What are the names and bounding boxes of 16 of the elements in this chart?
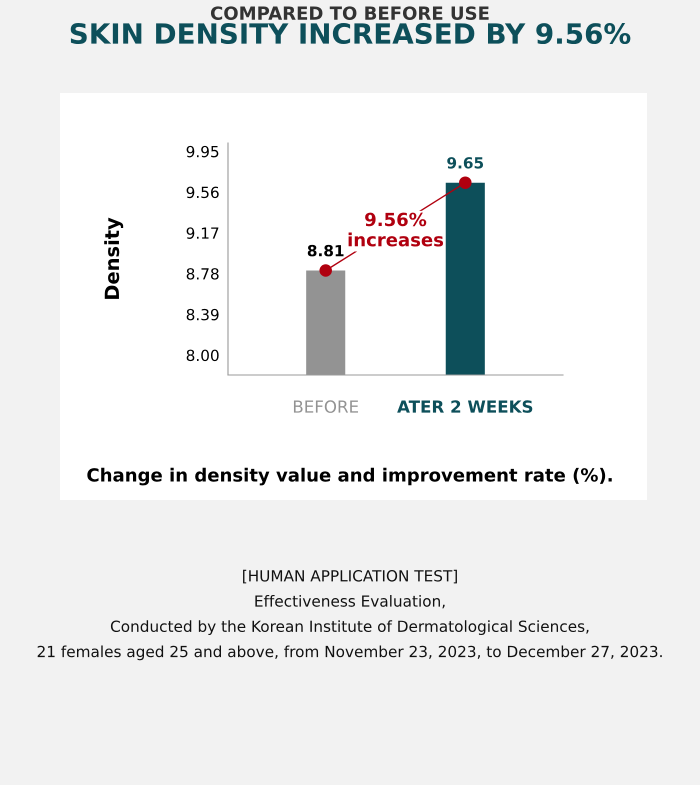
y-axis-title: Density <box>104 218 124 299</box>
y-tick-label: 8.78 <box>186 268 219 280</box>
y-tick-label: 8.39 <box>186 308 219 320</box>
text: [HUMAN APPLICATION TEST] Effectiveness Evaluation, Conducted by the Korean Institute of Dermatological Sciences, 21 females aged 25 and above, from November 23, 2023, to December 27, 2023. <box>38 570 662 660</box>
data-label: 9.65 <box>447 157 484 169</box>
chart-title: SKIN DENSITY INCREASED BY 9.56% <box>70 23 630 44</box>
chart-subtitle: COMPARED TO BEFORE USE <box>210 6 489 20</box>
y-tick-label: 8.00 <box>186 350 219 362</box>
y-tick-label: 9.17 <box>186 227 218 239</box>
x-axis-title: Change in density value and improvement rate (%). <box>87 468 612 486</box>
y-tick-label: 9.95 <box>186 146 218 158</box>
y-tick-label: 9.56 <box>186 186 219 198</box>
data-label: 8.81 <box>308 244 344 256</box>
x-tick-label: BEFORE <box>294 400 358 413</box>
annotation: 9.56% increases <box>348 212 444 247</box>
x-tick-label: ATER 2 WEEKS <box>397 400 532 413</box>
